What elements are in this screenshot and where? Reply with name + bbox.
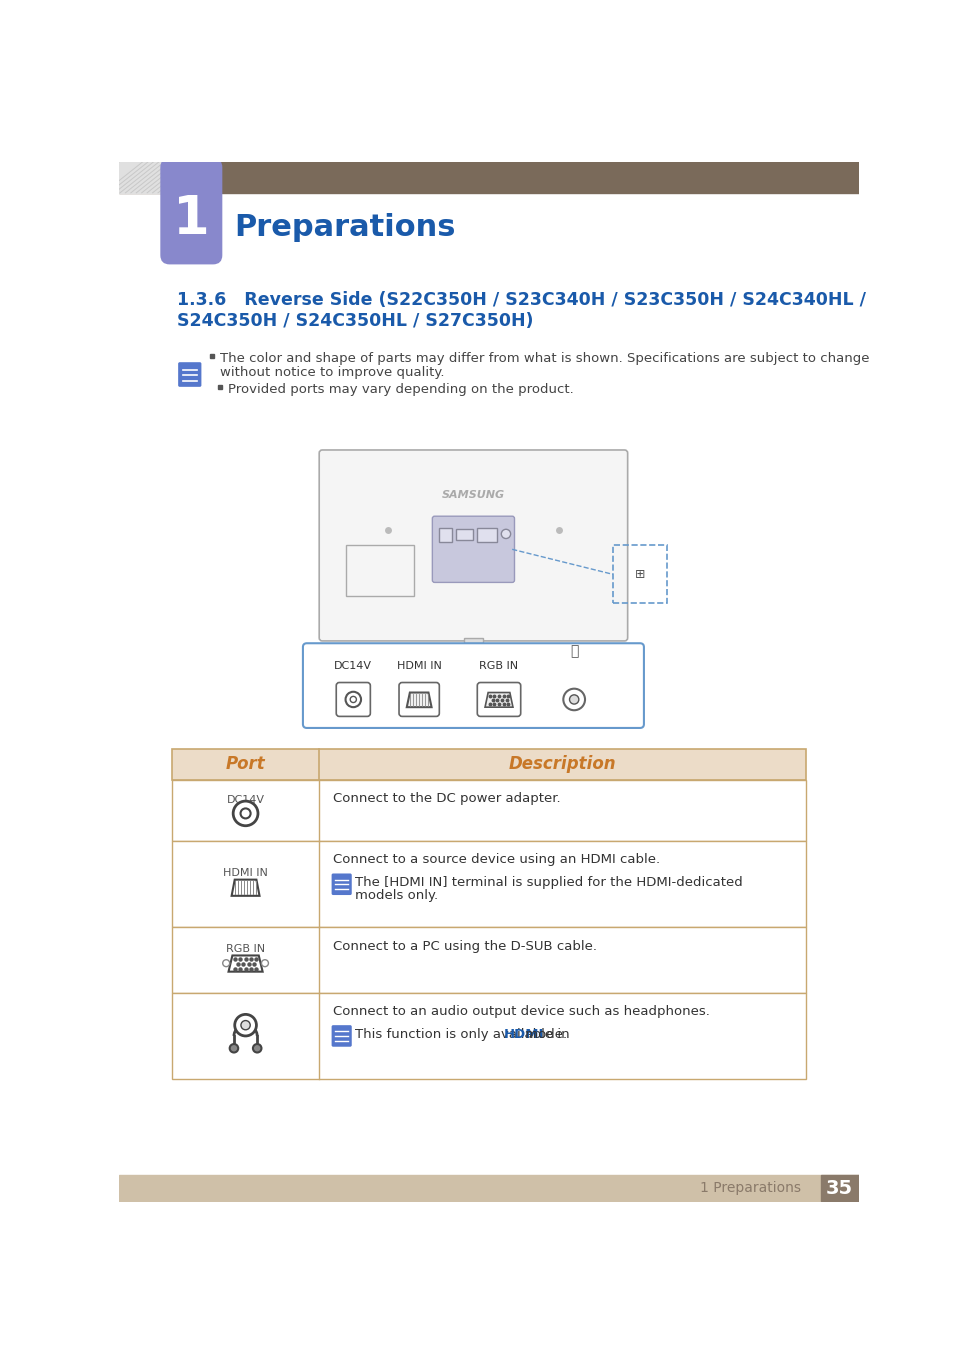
Bar	[119, 162, 858, 193]
Circle shape	[222, 960, 230, 967]
FancyBboxPatch shape	[332, 873, 352, 895]
Polygon shape	[232, 880, 259, 896]
Text: HDMI IN: HDMI IN	[223, 868, 268, 879]
FancyBboxPatch shape	[303, 643, 643, 728]
Text: This function is only available in: This function is only available in	[355, 1027, 573, 1041]
FancyBboxPatch shape	[432, 516, 514, 582]
Text: RGB IN: RGB IN	[479, 662, 518, 671]
Circle shape	[234, 1014, 256, 1035]
Bar	[456, 528, 473, 540]
Circle shape	[500, 529, 510, 539]
Text: 1: 1	[172, 193, 210, 244]
Bar	[464, 637, 482, 680]
Circle shape	[233, 801, 257, 826]
Polygon shape	[229, 956, 262, 972]
Text: Connect to a PC using the D-SUB cable.: Connect to a PC using the D-SUB cable.	[333, 940, 597, 953]
FancyBboxPatch shape	[319, 450, 627, 641]
Text: Connect to an audio output device such as headphones.: Connect to an audio output device such a…	[333, 1006, 709, 1018]
Text: DC14V: DC14V	[334, 662, 372, 671]
Text: HDMI IN: HDMI IN	[396, 662, 441, 671]
Text: DC14V: DC14V	[227, 795, 264, 805]
Circle shape	[345, 691, 360, 707]
FancyBboxPatch shape	[398, 683, 439, 717]
Text: HDMI: HDMI	[503, 1027, 544, 1041]
Text: Provided ports may vary depending on the product.: Provided ports may vary depending on the…	[228, 383, 573, 396]
Text: ⊞: ⊞	[634, 568, 644, 580]
Circle shape	[261, 960, 268, 967]
Text: 1.3.6   Reverse Side (S22C350H / S23C340H / S23C350H / S24C340HL /: 1.3.6 Reverse Side (S22C350H / S23C340H …	[177, 292, 865, 309]
Circle shape	[230, 1044, 238, 1053]
Polygon shape	[484, 693, 513, 707]
Bar	[476, 528, 497, 541]
Text: The color and shape of parts may differ from what is shown. Specifications are s: The color and shape of parts may differ …	[220, 352, 868, 366]
Text: S24C350H / S24C350HL / S27C350H): S24C350H / S24C350HL / S27C350H)	[177, 312, 534, 331]
Bar	[820, 1176, 858, 1200]
Circle shape	[241, 1021, 250, 1030]
Bar	[119, 162, 174, 193]
Text: 35: 35	[824, 1179, 852, 1197]
Bar	[438, 528, 452, 541]
FancyBboxPatch shape	[476, 683, 520, 717]
Polygon shape	[406, 693, 431, 707]
Text: Preparations: Preparations	[233, 213, 455, 242]
Bar	[172, 992, 805, 1079]
Ellipse shape	[461, 678, 484, 691]
Text: Port: Port	[226, 755, 265, 774]
Bar	[172, 927, 805, 992]
Text: without notice to improve quality.: without notice to improve quality.	[220, 366, 444, 379]
Text: Connect to the DC power adapter.: Connect to the DC power adapter.	[333, 792, 560, 805]
FancyBboxPatch shape	[178, 362, 201, 387]
FancyBboxPatch shape	[160, 158, 222, 265]
Circle shape	[240, 809, 251, 818]
Circle shape	[562, 688, 584, 710]
Text: 🎧: 🎧	[569, 644, 578, 657]
Bar	[172, 749, 805, 779]
Bar	[612, 545, 666, 603]
Text: SAMSUNG: SAMSUNG	[441, 490, 504, 501]
FancyBboxPatch shape	[332, 1025, 352, 1046]
Text: RGB IN: RGB IN	[226, 945, 265, 954]
Ellipse shape	[418, 666, 527, 702]
Bar	[345, 545, 414, 595]
Circle shape	[350, 697, 356, 702]
Circle shape	[569, 695, 578, 705]
Text: Connect to a source device using an HDMI cable.: Connect to a source device using an HDMI…	[333, 853, 659, 867]
Text: 1 Preparations: 1 Preparations	[700, 1181, 801, 1195]
Circle shape	[253, 1044, 261, 1053]
Bar	[172, 841, 805, 927]
Bar	[119, 1176, 858, 1200]
FancyBboxPatch shape	[335, 683, 370, 717]
Text: The [HDMI IN] terminal is supplied for the HDMI-dedicated: The [HDMI IN] terminal is supplied for t…	[355, 876, 741, 890]
Bar	[172, 779, 805, 841]
Text: Description: Description	[508, 755, 616, 774]
Text: mode.: mode.	[520, 1027, 567, 1041]
Text: models only.: models only.	[355, 890, 437, 902]
